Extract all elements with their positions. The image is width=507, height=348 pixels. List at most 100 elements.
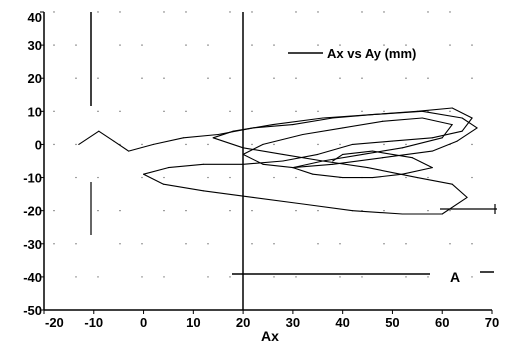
series-segment bbox=[98, 130, 115, 142]
series-segment bbox=[212, 137, 244, 149]
series-segment bbox=[421, 117, 453, 126]
grid-dot bbox=[449, 243, 451, 245]
legend-label: Ax vs Ay (mm) bbox=[327, 46, 416, 61]
series-segment bbox=[362, 147, 403, 155]
grid-dot bbox=[295, 209, 297, 212]
grid-dot bbox=[251, 44, 253, 46]
grid-dot bbox=[207, 276, 209, 278]
y-tick-label: -50 bbox=[23, 303, 42, 318]
x-tick-label: 40 bbox=[335, 315, 349, 330]
y-tick-label: 30 bbox=[28, 38, 42, 53]
grid-dot bbox=[317, 110, 319, 113]
decorations bbox=[90, 12, 497, 310]
series-segment bbox=[451, 183, 468, 198]
series-segment bbox=[461, 117, 473, 132]
grid-dot bbox=[75, 143, 77, 146]
series-segment bbox=[332, 157, 384, 165]
grid-dot bbox=[141, 243, 143, 245]
axes bbox=[43, 12, 492, 311]
y-ticks: 40 30 20 10 0 -10 -20 -30 -40 -50 bbox=[23, 10, 44, 318]
series-segment bbox=[202, 190, 254, 198]
grid-dot bbox=[471, 44, 473, 46]
series-segment bbox=[431, 140, 458, 152]
x-tick-label: 0 bbox=[140, 315, 147, 330]
series-segment bbox=[381, 117, 423, 122]
grid-dot bbox=[163, 176, 165, 179]
grid-dot bbox=[295, 11, 297, 13]
grid-dot bbox=[207, 243, 209, 245]
series-segment bbox=[78, 130, 100, 145]
y-tick-label: -20 bbox=[23, 204, 42, 219]
y-tick-label: -40 bbox=[23, 270, 42, 285]
grid-dot bbox=[251, 143, 253, 146]
x-tick-label: 30 bbox=[286, 315, 300, 330]
grid-dot bbox=[273, 77, 275, 79]
grid-dot bbox=[163, 110, 165, 113]
grid-dot bbox=[383, 11, 385, 13]
grid-dot bbox=[97, 77, 99, 79]
grid-dot bbox=[251, 209, 253, 212]
series-segment bbox=[292, 117, 334, 126]
grid-dot bbox=[229, 110, 231, 113]
y-tick-label: -30 bbox=[23, 237, 42, 252]
series-segment bbox=[342, 150, 374, 155]
grid-dot bbox=[339, 276, 341, 278]
series-segment bbox=[416, 177, 453, 185]
grid-dot bbox=[75, 77, 77, 79]
grid-dots bbox=[53, 11, 473, 278]
series-trajectory bbox=[78, 107, 478, 215]
grid-dot bbox=[141, 77, 143, 79]
series-segment bbox=[342, 120, 384, 129]
series-segment bbox=[182, 133, 219, 139]
x-tick-label: 70 bbox=[485, 315, 499, 330]
grid-dot bbox=[141, 44, 143, 46]
grid-dot bbox=[361, 276, 363, 278]
series-segment bbox=[322, 153, 364, 162]
grid-dot bbox=[163, 11, 165, 13]
grid-dot bbox=[317, 44, 319, 46]
grid-dot bbox=[383, 209, 385, 212]
y-tick-label: 20 bbox=[28, 71, 42, 86]
series-segment bbox=[451, 107, 473, 119]
grid-dot bbox=[361, 77, 363, 79]
grid-dot bbox=[339, 44, 341, 46]
grid-dot bbox=[53, 110, 55, 113]
series-segment bbox=[292, 160, 324, 169]
grid-dot bbox=[251, 11, 253, 13]
grid-dot bbox=[471, 176, 473, 179]
series-segment bbox=[232, 124, 274, 132]
series-segment bbox=[212, 130, 234, 139]
grid-dot bbox=[53, 243, 55, 245]
grid-dot bbox=[207, 176, 209, 179]
grid-dot bbox=[97, 276, 99, 278]
x-tick-label: 60 bbox=[435, 315, 449, 330]
grid-dot bbox=[75, 276, 77, 278]
series-segment bbox=[421, 110, 463, 119]
grid-dot bbox=[97, 176, 99, 179]
grid-dot bbox=[229, 176, 231, 179]
grid-dot bbox=[273, 143, 275, 146]
annotation-a: A bbox=[450, 269, 460, 285]
y-tick-label: 10 bbox=[28, 104, 42, 119]
y-tick-label: 40 bbox=[28, 10, 42, 25]
grid-dot bbox=[339, 77, 341, 79]
series-segment bbox=[143, 173, 165, 185]
series-segment bbox=[441, 124, 453, 139]
grid-dot bbox=[405, 77, 407, 79]
series-segment bbox=[441, 196, 468, 215]
series-segment bbox=[461, 117, 478, 129]
grid-dot bbox=[119, 110, 121, 113]
grid-dot bbox=[185, 143, 187, 146]
grid-dot bbox=[317, 11, 319, 13]
series-segment bbox=[371, 173, 403, 179]
grid-dot bbox=[207, 143, 209, 146]
grid-dot bbox=[383, 143, 385, 146]
grid-dot bbox=[53, 143, 55, 146]
series-segment bbox=[371, 110, 423, 116]
grid-dot bbox=[141, 143, 143, 146]
x-tick-label: -20 bbox=[45, 315, 64, 330]
grid-dot bbox=[53, 11, 55, 13]
grid-dot bbox=[405, 243, 407, 245]
series-segment bbox=[352, 140, 393, 145]
grid-dot bbox=[163, 209, 165, 212]
